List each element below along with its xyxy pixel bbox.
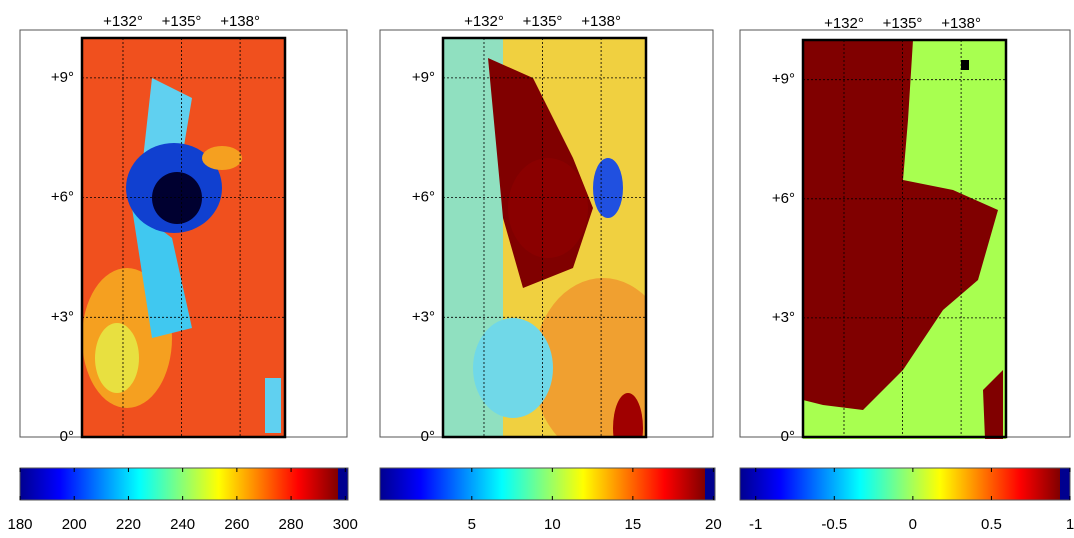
map-image: [82, 38, 285, 437]
map-box: [801, 38, 1008, 439]
y-tick-label: +3°: [412, 308, 435, 325]
colorbar-tick-label: 260: [224, 516, 249, 533]
x-tick-label: +135°: [883, 15, 923, 32]
x-tick-label: +135°: [162, 13, 202, 30]
colorbar-tick-label: 300: [333, 516, 358, 533]
colorbar-frame: [19, 467, 349, 501]
colorbar-tick-label: 20: [705, 516, 722, 533]
colorbar-tick-label: 240: [170, 516, 195, 533]
colorbar-tick-label: 5: [468, 516, 476, 533]
colorbar: [20, 468, 338, 500]
colorbar-tick-label: 0.5: [981, 516, 1002, 533]
colorbar-end: [338, 468, 348, 500]
y-tick-label: +3°: [51, 308, 74, 325]
y-tick-label: 0°: [60, 428, 74, 445]
map-image: [803, 40, 1006, 439]
colorbar: [740, 468, 1060, 500]
x-tick-label: +138°: [220, 13, 260, 30]
colorbar-end: [1060, 468, 1070, 500]
map-image: [443, 38, 646, 437]
colorbar-end: [705, 468, 715, 500]
colorbar: [380, 468, 705, 500]
colorbar-tick-label: 1: [1066, 516, 1074, 533]
y-tick-label: 0°: [781, 428, 795, 445]
x-tick-label: +132°: [103, 13, 143, 30]
x-tick-label: +138°: [941, 15, 981, 32]
y-tick-label: 0°: [421, 428, 435, 445]
colorbar-tick-label: 180: [7, 516, 32, 533]
x-tick-label: +132°: [464, 13, 504, 30]
x-tick-label: +132°: [824, 15, 864, 32]
colorbar-tick-label: 10: [544, 516, 561, 533]
colorbar-frame: [379, 467, 716, 501]
y-tick-label: +6°: [51, 189, 74, 206]
colorbar-tick-label: 280: [279, 516, 304, 533]
y-tick-label: +9°: [51, 69, 74, 86]
colorbar-tick-label: 200: [62, 516, 87, 533]
colorbar-tick-label: -1: [749, 516, 762, 533]
colorbar-tick-label: 15: [625, 516, 642, 533]
colorbar-frame: [739, 467, 1071, 501]
colorbar-tick-label: 0: [909, 516, 917, 533]
y-tick-label: +9°: [412, 69, 435, 86]
colorbar-tick-label: 220: [116, 516, 141, 533]
y-tick-label: +3°: [772, 309, 795, 326]
colorbar-tick-label: -0.5: [821, 516, 847, 533]
y-tick-label: +6°: [772, 190, 795, 207]
map-box: [80, 36, 287, 439]
x-tick-label: +138°: [581, 13, 621, 30]
y-tick-label: +9°: [772, 71, 795, 88]
map-box: [441, 36, 648, 439]
x-tick-label: +135°: [523, 13, 563, 30]
y-tick-label: +6°: [412, 189, 435, 206]
